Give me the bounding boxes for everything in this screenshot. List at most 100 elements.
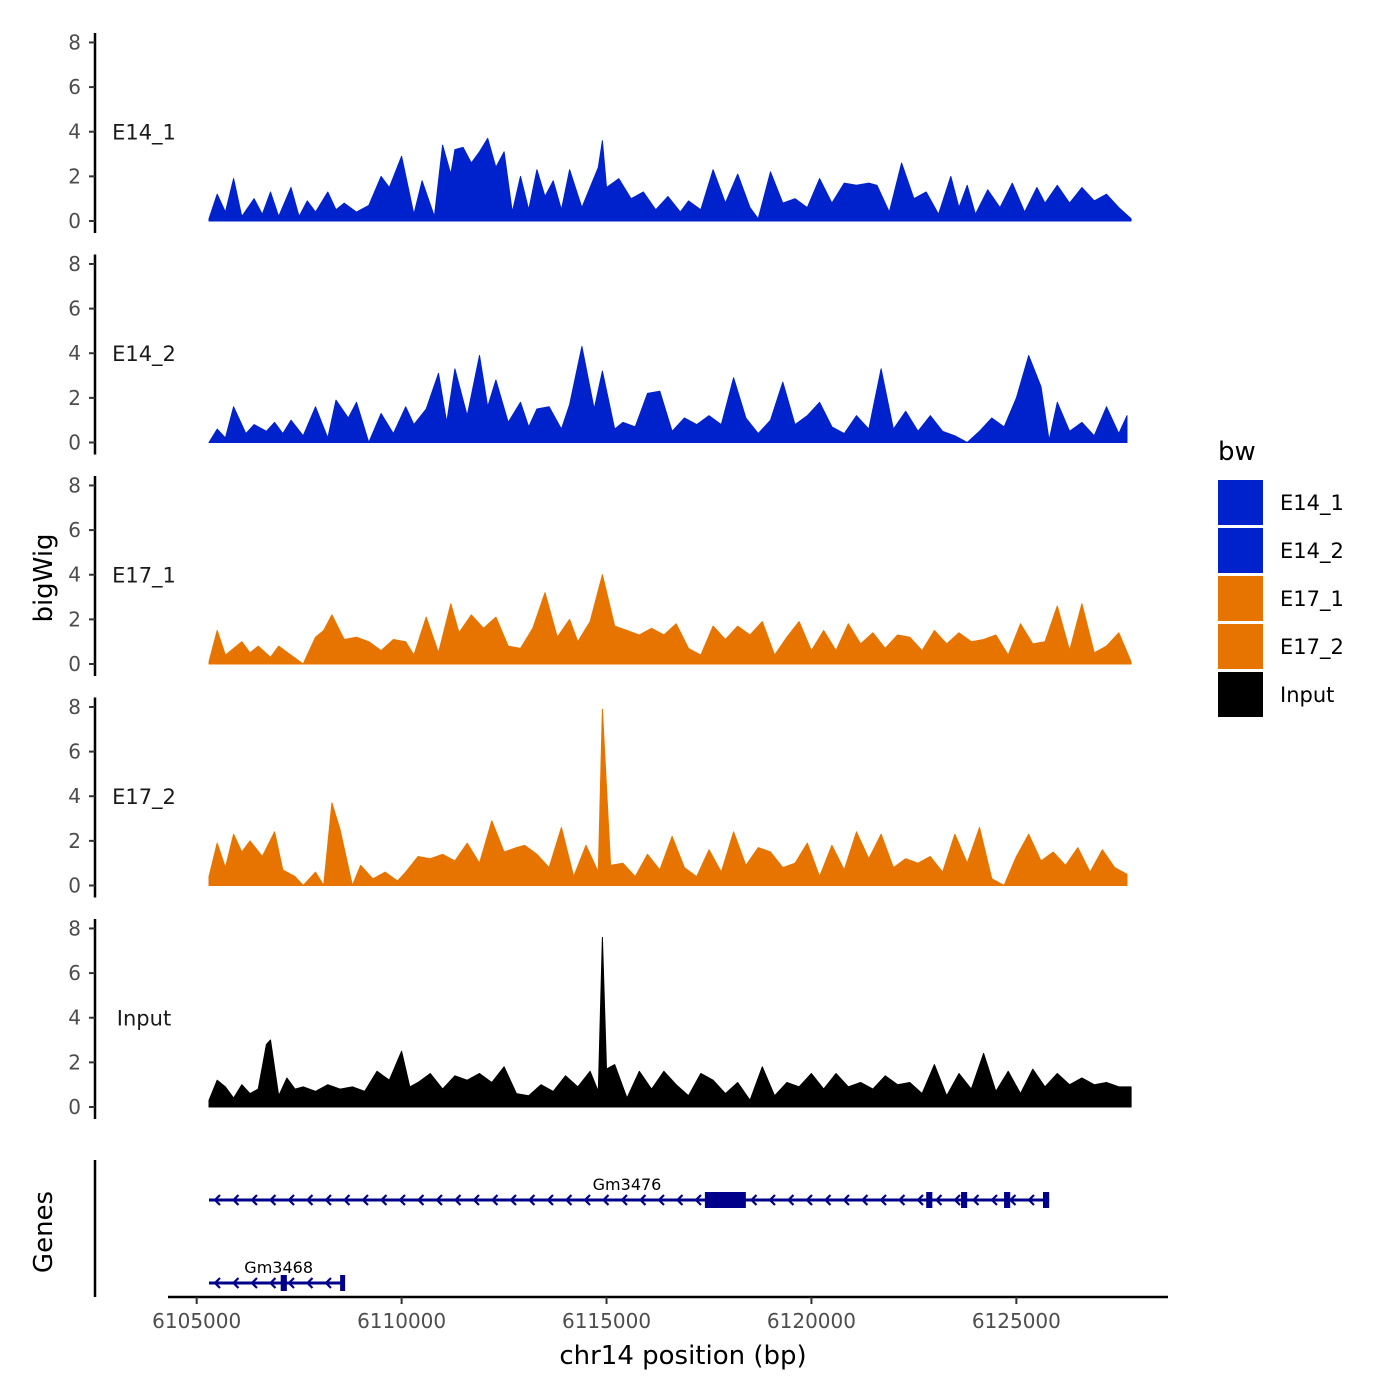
- genes-axis-title: Genes: [29, 1191, 59, 1273]
- y-tick-label: 6: [68, 740, 81, 764]
- y-tick-label: 6: [68, 518, 81, 542]
- y-tick-label: 8: [68, 473, 81, 497]
- track-panel-e17-1: 0 2 4 6 8 E17_1: [68, 473, 1132, 676]
- strand-arrow: [398, 1194, 406, 1206]
- strand-arrow: [213, 1277, 221, 1289]
- legend-swatch: [1218, 672, 1263, 717]
- y-tick-label: 4: [68, 341, 81, 365]
- strand-arrow: [453, 1194, 462, 1206]
- strand-arrow: [1008, 1194, 1017, 1206]
- x-tick-label: 6115000: [562, 1309, 651, 1333]
- y-tick-label: 0: [68, 209, 81, 233]
- x-tick-label: 6125000: [972, 1309, 1061, 1333]
- strand-arrow: [879, 1194, 887, 1206]
- genes-panel: Gm3476 Gm3468: [93, 1160, 1050, 1297]
- y-tick-label: 4: [68, 784, 81, 808]
- strand-arrow: [416, 1194, 425, 1206]
- y-tick-label: 0: [68, 652, 81, 676]
- legend-item-e17-1: E17_1: [1218, 576, 1344, 621]
- strand-arrow: [379, 1194, 388, 1206]
- strand-arrow: [768, 1194, 776, 1206]
- legend-label: E17_2: [1280, 635, 1344, 660]
- y-tick-label: 6: [68, 297, 81, 321]
- signal-area-e14-1: [208, 137, 1132, 222]
- x-tick-label: 6110000: [357, 1309, 446, 1333]
- strand-arrow: [749, 1194, 758, 1206]
- y-tick-label: 0: [68, 431, 81, 455]
- legend-item-input: Input: [1218, 672, 1334, 717]
- strand-arrow: [250, 1277, 258, 1289]
- strand-arrow: [231, 1277, 240, 1289]
- x-axis: 6105000 6110000 6115000 6120000 6125000: [152, 1295, 1168, 1333]
- strand-arrow: [823, 1194, 832, 1206]
- facet-label: Input: [117, 1007, 171, 1031]
- strand-arrow: [305, 1277, 314, 1289]
- strand-arrow: [1027, 1194, 1035, 1206]
- strand-arrow: [546, 1194, 554, 1206]
- legend-item-e14-2: E14_2: [1218, 528, 1344, 573]
- strand-arrow: [268, 1194, 277, 1206]
- legend-swatch: [1218, 624, 1263, 669]
- y-tick-label: 4: [68, 1006, 81, 1030]
- strand-arrow: [860, 1194, 869, 1206]
- strand-arrow: [324, 1194, 332, 1206]
- x-axis-title: chr14 position (bp): [559, 1341, 806, 1371]
- strand-arrow: [842, 1194, 850, 1206]
- strand-arrow: [472, 1194, 480, 1206]
- strand-arrow: [990, 1194, 998, 1206]
- y-tick-label: 2: [68, 164, 81, 188]
- y-tick-label: 8: [68, 252, 81, 276]
- y-tick-label: 2: [68, 607, 81, 631]
- strand-arrow: [342, 1194, 351, 1206]
- signal-area-e17-1: [208, 574, 1132, 665]
- y-tick-label: 4: [68, 120, 81, 144]
- exon: [1043, 1192, 1050, 1208]
- strand-arrow: [675, 1194, 684, 1206]
- legend-label: E17_1: [1280, 587, 1344, 612]
- legend-label: E14_1: [1280, 491, 1344, 516]
- strand-arrow: [213, 1194, 221, 1206]
- signal-area-e14-2: [208, 346, 1128, 443]
- strand-arrow: [361, 1194, 369, 1206]
- facet-label: E14_2: [112, 342, 176, 367]
- strand-arrow: [897, 1194, 906, 1206]
- legend-title: bw: [1218, 437, 1256, 467]
- y-axis-title: bigWig: [29, 533, 59, 622]
- strand-arrow: [435, 1194, 443, 1206]
- legend-swatch: [1218, 480, 1263, 525]
- track-panel-e14-1: 0 2 4 6 8 E14_1: [68, 30, 1132, 233]
- strand-arrow: [786, 1194, 795, 1206]
- facet-label: E17_1: [112, 564, 176, 589]
- strand-arrow: [620, 1194, 628, 1206]
- strand-arrow: [805, 1194, 813, 1206]
- legend-label: E14_2: [1280, 539, 1344, 564]
- strand-arrow: [638, 1194, 647, 1206]
- y-tick-label: 0: [68, 1095, 81, 1119]
- y-tick-label: 6: [68, 75, 81, 99]
- legend-swatch: [1218, 576, 1263, 621]
- y-tick-label: 0: [68, 874, 81, 898]
- strand-arrow: [250, 1194, 258, 1206]
- strand-arrow: [287, 1194, 295, 1206]
- track-panel-e14-2: 0 2 4 6 8 E14_2: [68, 252, 1128, 455]
- gene-label: Gm3476: [593, 1175, 662, 1194]
- strand-arrow: [953, 1194, 961, 1206]
- facet-label: E17_2: [112, 785, 176, 810]
- track-panel-input: 0 2 4 6 8 Input: [68, 916, 1132, 1119]
- strand-arrow: [564, 1194, 573, 1206]
- x-tick-label: 6120000: [767, 1309, 856, 1333]
- exon: [280, 1275, 287, 1291]
- strand-arrow: [583, 1194, 591, 1206]
- y-tick-label: 8: [68, 916, 81, 940]
- strand-arrow: [305, 1194, 314, 1206]
- strand-arrow: [324, 1277, 332, 1289]
- exon: [926, 1192, 933, 1208]
- y-tick-label: 2: [68, 386, 81, 410]
- track-panels: 0 2 4 6 8 E14_1 0 2 4 6 8 E14_2 0 2 4 6 8 E17_1 0 2 4 6 8 E17_2…: [68, 30, 1132, 1119]
- legend-item-e14-1: E14_1: [1218, 480, 1344, 525]
- track-panel-e17-2: 0 2 4 6 8 E17_2: [68, 695, 1128, 898]
- strand-arrow: [916, 1194, 924, 1206]
- legend-label: Input: [1280, 683, 1334, 707]
- legend-item-e17-2: E17_2: [1218, 624, 1344, 669]
